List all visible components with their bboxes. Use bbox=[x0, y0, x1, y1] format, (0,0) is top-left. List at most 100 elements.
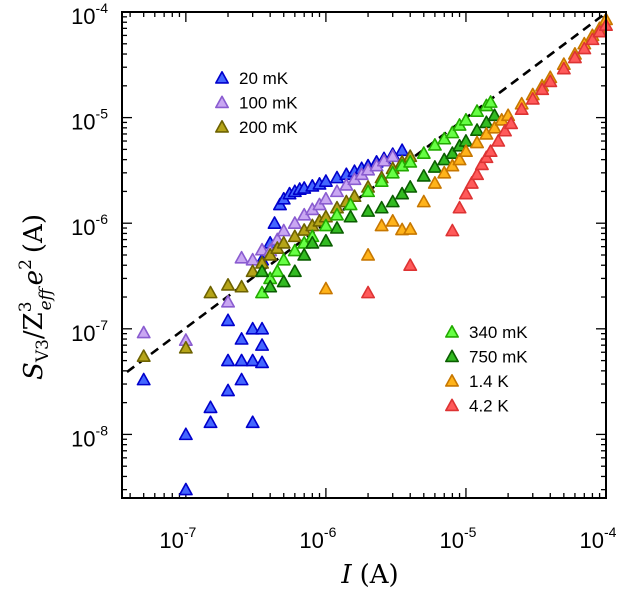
data-point bbox=[361, 184, 376, 198]
data-point bbox=[592, 24, 607, 38]
data-point bbox=[487, 120, 502, 134]
data-point bbox=[487, 108, 502, 122]
data-point bbox=[577, 41, 592, 55]
data-point bbox=[136, 325, 151, 339]
tick-labels: 10-7 10-6 10-5 10-4 10-8 10-7 10-6 10-5 10-4 bbox=[71, 0, 617, 553]
legend-label: 20 mK bbox=[239, 69, 289, 88]
data-point bbox=[263, 248, 278, 261]
data-point bbox=[318, 174, 333, 187]
data-point bbox=[585, 32, 600, 46]
data-point bbox=[178, 340, 193, 354]
data-points bbox=[136, 12, 614, 496]
data-point bbox=[245, 264, 260, 278]
data-point bbox=[136, 349, 151, 362]
data-point bbox=[343, 197, 358, 211]
data-point bbox=[427, 176, 442, 189]
series-100-mk bbox=[136, 149, 400, 346]
x-axis-label: I (A) bbox=[340, 560, 398, 590]
data-point bbox=[385, 194, 400, 208]
data-point bbox=[329, 184, 344, 198]
legend-marker bbox=[215, 95, 229, 109]
data-point bbox=[297, 248, 312, 261]
data-point bbox=[305, 235, 320, 249]
data-point bbox=[437, 152, 452, 166]
data-point bbox=[329, 207, 344, 221]
data-point bbox=[437, 165, 452, 179]
data-point bbox=[178, 427, 193, 441]
data-point bbox=[287, 243, 302, 257]
data-point bbox=[245, 353, 260, 367]
data-point bbox=[416, 194, 431, 208]
x-tick-label: 10-5 bbox=[439, 524, 476, 553]
fit-line bbox=[126, 11, 607, 374]
x-tick-label: 10-4 bbox=[580, 524, 617, 553]
data-point bbox=[452, 152, 467, 166]
data-point bbox=[470, 135, 485, 149]
data-point bbox=[318, 218, 333, 232]
data-point bbox=[276, 274, 291, 288]
data-point bbox=[234, 250, 249, 264]
data-point bbox=[178, 482, 193, 496]
legend-marker bbox=[215, 120, 229, 133]
data-point bbox=[318, 281, 333, 295]
data-point bbox=[276, 235, 291, 249]
legends: 20 mK 100 mK 200 mK 340 mK 750 mK 1.4 K 4.2 K bbox=[215, 69, 528, 416]
data-point bbox=[329, 221, 344, 234]
data-point bbox=[403, 258, 418, 271]
data-point bbox=[464, 176, 479, 189]
data-point bbox=[458, 144, 473, 158]
data-point bbox=[395, 186, 410, 200]
data-point bbox=[245, 321, 260, 335]
data-point bbox=[491, 134, 506, 147]
data-point bbox=[470, 167, 485, 181]
legend-label: 4.2 K bbox=[469, 397, 509, 416]
legend-label: 340 mK bbox=[469, 323, 528, 342]
series-4-2-k bbox=[361, 18, 614, 299]
data-point bbox=[458, 186, 473, 200]
data-point bbox=[270, 264, 285, 278]
data-point bbox=[497, 123, 512, 137]
legend-top-left: 20 mK 100 mK 200 mK bbox=[215, 69, 298, 137]
data-point bbox=[427, 160, 442, 173]
data-point bbox=[136, 372, 151, 386]
y-tick-label: 10-5 bbox=[71, 106, 108, 135]
data-point bbox=[374, 174, 389, 187]
data-point bbox=[361, 204, 376, 217]
plot-frame bbox=[121, 11, 607, 499]
legend-marker bbox=[444, 324, 460, 338]
data-point bbox=[203, 285, 218, 299]
data-point bbox=[245, 415, 260, 429]
data-point bbox=[374, 218, 389, 232]
data-point bbox=[263, 279, 278, 293]
data-point bbox=[287, 264, 302, 278]
data-point bbox=[234, 372, 249, 386]
data-point bbox=[567, 50, 582, 64]
data-point bbox=[255, 355, 270, 369]
y-tick-label: 10-6 bbox=[71, 211, 108, 240]
data-point bbox=[287, 216, 302, 229]
data-point bbox=[276, 223, 291, 237]
data-point bbox=[267, 216, 282, 229]
data-point bbox=[543, 74, 558, 88]
data-point bbox=[276, 252, 291, 266]
legend-label: 750 mK bbox=[469, 348, 528, 367]
data-point bbox=[255, 338, 270, 351]
data-point bbox=[318, 191, 333, 205]
data-point bbox=[361, 248, 376, 261]
legend-label: 200 mK bbox=[239, 118, 298, 137]
data-point bbox=[221, 383, 236, 397]
data-point bbox=[221, 313, 236, 327]
legend-label: 1.4 K bbox=[469, 372, 509, 391]
data-point bbox=[514, 102, 529, 116]
data-point bbox=[221, 277, 236, 291]
data-point bbox=[343, 209, 358, 223]
y-tick-label: 10-4 bbox=[71, 0, 108, 29]
x-tick-label: 10-6 bbox=[299, 524, 336, 553]
data-point bbox=[234, 332, 249, 345]
data-point bbox=[221, 353, 236, 367]
data-point bbox=[255, 264, 270, 278]
data-point bbox=[203, 400, 218, 414]
data-point bbox=[255, 321, 270, 335]
data-point bbox=[445, 223, 460, 237]
